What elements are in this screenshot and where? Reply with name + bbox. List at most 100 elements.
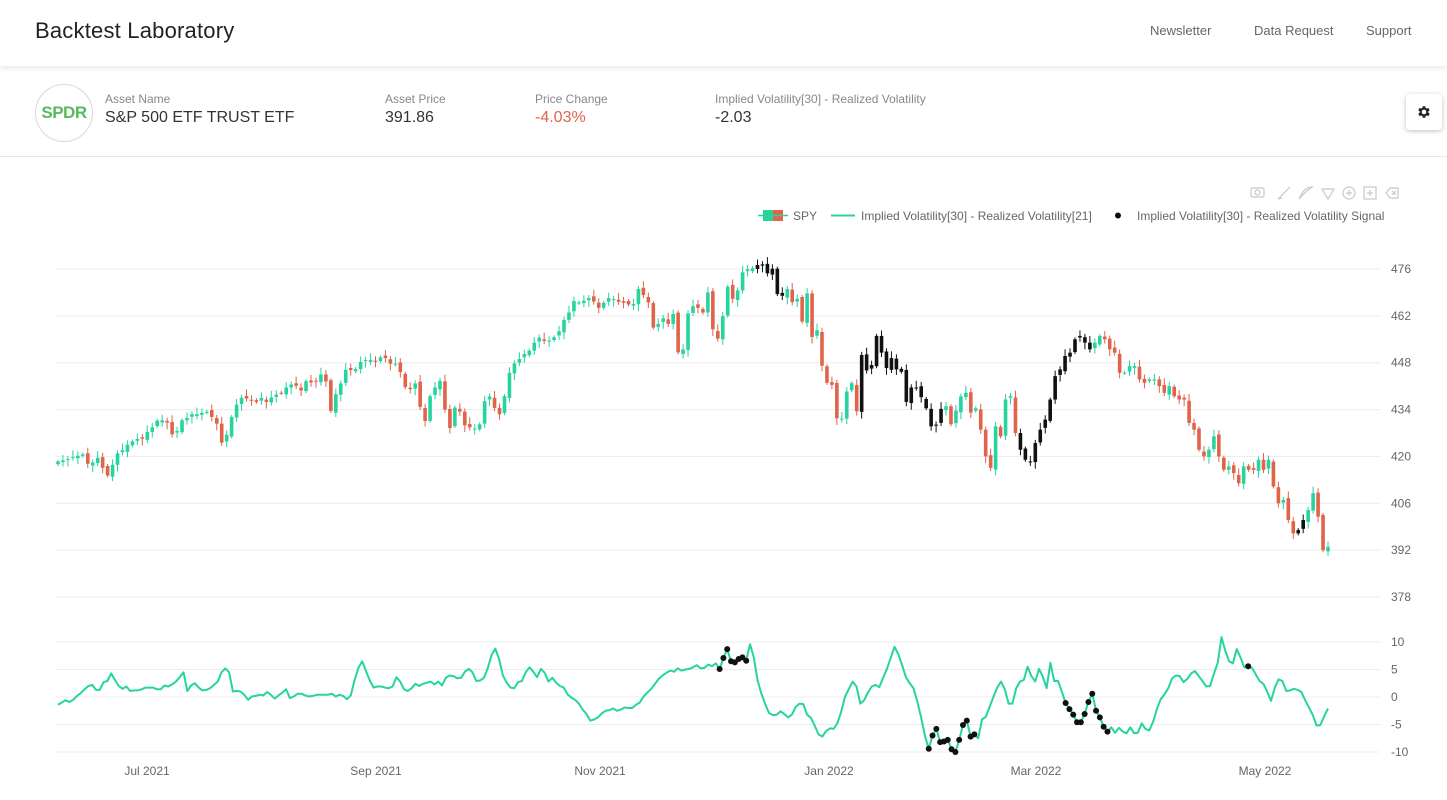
candle[interactable] xyxy=(358,356,363,374)
candle[interactable] xyxy=(805,287,809,328)
candle[interactable] xyxy=(408,382,413,394)
candle[interactable] xyxy=(448,404,452,434)
candle[interactable] xyxy=(874,333,879,369)
candle[interactable] xyxy=(830,376,834,390)
candle[interactable] xyxy=(557,325,561,340)
candle[interactable] xyxy=(879,330,884,358)
candle[interactable] xyxy=(1127,360,1132,376)
candle[interactable] xyxy=(1256,456,1261,478)
nav-data-request[interactable]: Data Request xyxy=(1254,23,1334,38)
candle[interactable] xyxy=(453,405,457,429)
candle[interactable] xyxy=(125,440,130,458)
candle[interactable] xyxy=(229,414,234,439)
candle[interactable] xyxy=(259,392,264,406)
signal-point[interactable] xyxy=(716,665,723,672)
candle[interactable] xyxy=(309,374,313,387)
candle[interactable] xyxy=(800,294,804,324)
candle[interactable] xyxy=(269,390,274,406)
candle[interactable] xyxy=(810,290,814,344)
signal-point[interactable] xyxy=(952,749,959,755)
candle[interactable] xyxy=(973,406,978,413)
candle[interactable] xyxy=(1063,349,1067,375)
candle[interactable] xyxy=(1182,394,1186,407)
signal-point[interactable] xyxy=(1077,719,1084,726)
candle[interactable] xyxy=(334,388,338,418)
candle[interactable] xyxy=(76,451,80,464)
draw-path-icon[interactable] xyxy=(1298,186,1314,200)
candle[interactable] xyxy=(289,381,293,395)
candle[interactable] xyxy=(1018,428,1023,456)
candle[interactable] xyxy=(1266,455,1271,475)
candle[interactable] xyxy=(81,452,85,458)
candle[interactable] xyxy=(720,311,725,345)
candle[interactable] xyxy=(790,282,795,306)
candle[interactable] xyxy=(185,412,189,425)
candle[interactable] xyxy=(547,336,551,348)
candle[interactable] xyxy=(527,348,532,358)
candle[interactable] xyxy=(552,335,556,343)
candle[interactable] xyxy=(641,281,646,299)
candle[interactable] xyxy=(120,443,125,456)
candle[interactable] xyxy=(373,356,378,368)
candle[interactable] xyxy=(477,422,482,432)
signal-point[interactable] xyxy=(929,732,936,739)
candle[interactable] xyxy=(214,414,219,431)
candle[interactable] xyxy=(244,389,249,402)
candle[interactable] xyxy=(299,383,303,397)
candle[interactable] xyxy=(71,450,75,461)
signal-point[interactable] xyxy=(1245,663,1252,670)
candle[interactable] xyxy=(740,265,745,294)
signal-point[interactable] xyxy=(963,717,970,724)
candle[interactable] xyxy=(934,421,938,433)
candle[interactable] xyxy=(1261,453,1266,473)
legend-item-iv-rv[interactable]: Implied Volatility[30] - Realized Volati… xyxy=(831,209,1092,223)
candle[interactable] xyxy=(701,307,705,315)
candle[interactable] xyxy=(130,439,135,448)
candle[interactable] xyxy=(95,451,100,467)
candle[interactable] xyxy=(1212,429,1216,453)
candle[interactable] xyxy=(840,411,844,423)
candle[interactable] xyxy=(978,403,983,435)
candle[interactable] xyxy=(368,353,373,366)
candle[interactable] xyxy=(522,349,527,363)
candle[interactable] xyxy=(219,416,224,446)
candle[interactable] xyxy=(418,374,422,411)
candle[interactable] xyxy=(249,395,254,406)
candle[interactable] xyxy=(1142,374,1147,389)
candle[interactable] xyxy=(626,298,631,307)
signal-point[interactable] xyxy=(1104,728,1111,735)
candle[interactable] xyxy=(844,387,849,425)
candle[interactable] xyxy=(1177,390,1181,404)
candle[interactable] xyxy=(195,407,199,420)
candle[interactable] xyxy=(1167,381,1172,401)
candle[interactable] xyxy=(467,417,472,431)
candle[interactable] xyxy=(1122,370,1127,375)
candle[interactable] xyxy=(537,334,542,349)
candle[interactable] xyxy=(190,411,194,424)
candle[interactable] xyxy=(1157,376,1162,393)
candle[interactable] xyxy=(760,261,765,273)
candle[interactable] xyxy=(993,421,998,476)
candle[interactable] xyxy=(1321,512,1325,553)
legend-item-spy[interactable]: SPY xyxy=(758,209,817,223)
candle[interactable] xyxy=(1241,462,1246,490)
candle[interactable] xyxy=(388,356,393,371)
candle[interactable] xyxy=(165,417,169,430)
candle[interactable] xyxy=(264,396,269,409)
candle[interactable] xyxy=(338,380,343,402)
candle[interactable] xyxy=(884,348,889,375)
candle[interactable] xyxy=(1296,528,1301,536)
candle[interactable] xyxy=(572,296,576,317)
candle[interactable] xyxy=(1311,486,1315,514)
candle[interactable] xyxy=(1073,337,1077,355)
candle[interactable] xyxy=(929,403,933,431)
candle[interactable] xyxy=(150,422,155,438)
candle[interactable] xyxy=(1306,506,1310,529)
settings-button[interactable] xyxy=(1406,94,1442,130)
candle[interactable] xyxy=(234,399,239,422)
candle[interactable] xyxy=(403,371,408,390)
candle[interactable] xyxy=(135,433,140,446)
candle[interactable] xyxy=(1236,468,1241,487)
candle[interactable] xyxy=(1207,446,1211,464)
signal-point[interactable] xyxy=(1062,700,1069,707)
